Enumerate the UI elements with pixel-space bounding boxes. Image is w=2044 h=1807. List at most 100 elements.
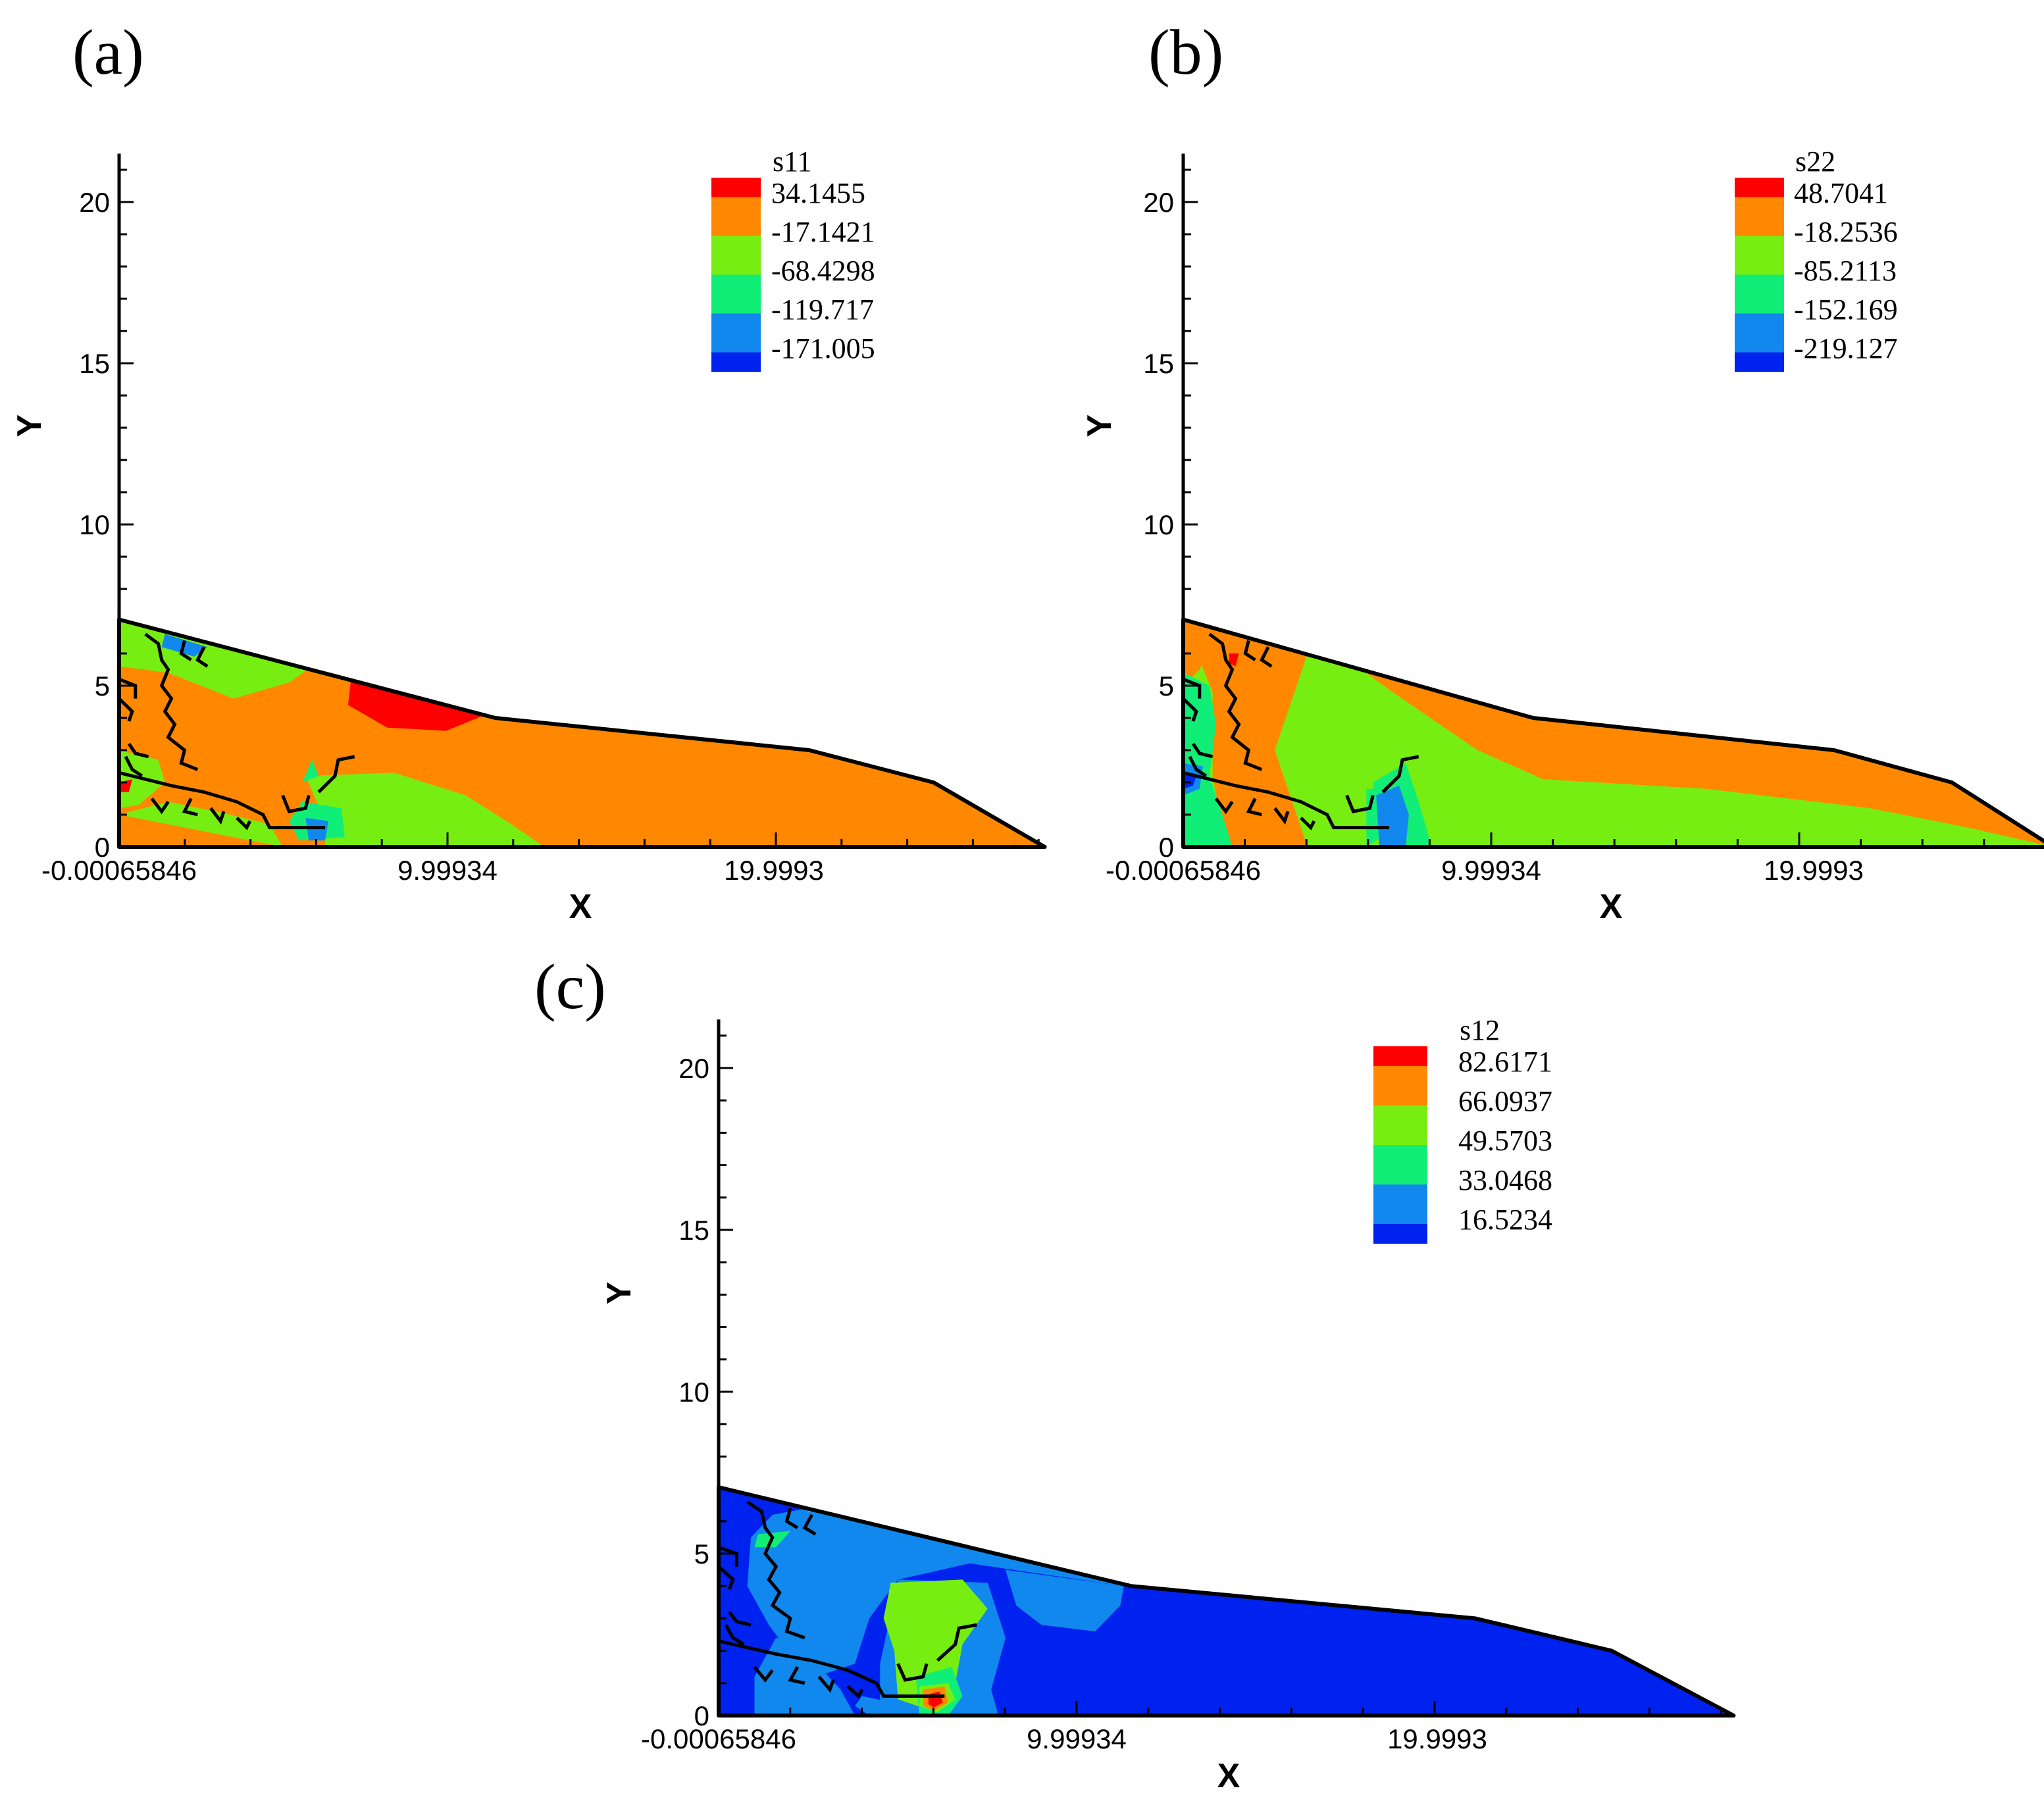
fracture-line bbox=[118, 697, 134, 722]
legend-swatch-blue bbox=[711, 352, 761, 372]
legend-value: 33.0468 bbox=[1458, 1164, 1552, 1196]
panel-label: (c) bbox=[534, 952, 606, 1023]
fracture-line bbox=[718, 1545, 738, 1567]
fracture-line bbox=[1214, 797, 1234, 815]
y-tick-label: 5 bbox=[95, 671, 110, 701]
panel-a: 0 5 10 15 20 -0.00065846 9.99934 19.9993 X Y (a) s1… bbox=[11, 17, 1047, 926]
contour-region-green bbox=[302, 759, 319, 782]
fracture-line bbox=[179, 640, 192, 661]
contour-region-lime bbox=[305, 773, 545, 847]
contour-region-azure bbox=[754, 1637, 856, 1716]
fracture-line bbox=[1260, 646, 1273, 668]
x-axis-title: X bbox=[1217, 1757, 1240, 1795]
y-tick-label: 0 bbox=[694, 1700, 709, 1731]
fracture-network bbox=[118, 632, 355, 830]
fracture-line bbox=[753, 1666, 774, 1683]
legend-value: 34.1455 bbox=[771, 177, 865, 209]
contour-region-lime bbox=[883, 1579, 988, 1710]
fracture-line bbox=[802, 1514, 817, 1536]
legend-title: s22 bbox=[1795, 145, 1835, 178]
fracture-line bbox=[1208, 632, 1263, 771]
fracture-line bbox=[784, 1508, 799, 1529]
contour-field bbox=[119, 619, 1045, 847]
contour-field bbox=[1183, 619, 2044, 847]
legend-value: -119.717 bbox=[771, 293, 874, 326]
legend-swatch-blue bbox=[1373, 1224, 1427, 1244]
fracture-line bbox=[182, 798, 198, 817]
legend-swatch-orange bbox=[1735, 197, 1784, 236]
fracture-line bbox=[281, 794, 311, 813]
contour-region-azure bbox=[1376, 785, 1409, 847]
y-tick-label: 15 bbox=[678, 1215, 709, 1246]
legend-title: s12 bbox=[1460, 1014, 1500, 1046]
y-tick-label: 15 bbox=[1143, 348, 1174, 379]
x-tick-label: 19.9993 bbox=[724, 855, 824, 886]
y-axis-title: Y bbox=[600, 1282, 638, 1305]
fracture-line bbox=[144, 632, 199, 771]
fracture-line bbox=[746, 1500, 805, 1640]
y-tick-label: 20 bbox=[79, 187, 110, 218]
legend-swatch-red bbox=[711, 178, 761, 197]
fracture-line bbox=[788, 1666, 805, 1685]
legend-value: -171.005 bbox=[771, 332, 875, 365]
legend-value: 48.7041 bbox=[1794, 177, 1888, 209]
fracture-line bbox=[1345, 794, 1375, 813]
x-tick-label: -0.00065846 bbox=[41, 855, 197, 886]
fracture-network bbox=[1182, 632, 1419, 830]
y-tick-label: 10 bbox=[678, 1377, 709, 1408]
legend-swatch-orange bbox=[711, 197, 761, 236]
fracture-line bbox=[1188, 755, 1208, 778]
fracture-line bbox=[1381, 755, 1419, 794]
fracture-line bbox=[118, 771, 326, 830]
fracture-line bbox=[817, 1675, 835, 1693]
y-tick-label: 5 bbox=[694, 1539, 709, 1569]
panel-label: (a) bbox=[72, 17, 144, 88]
x-tick-label: 9.99934 bbox=[397, 855, 498, 886]
contour-region-lime bbox=[119, 802, 283, 847]
y-axis-title: Y bbox=[1081, 415, 1119, 438]
legend-value: 82.6171 bbox=[1458, 1046, 1552, 1078]
y-tick-label: 0 bbox=[1159, 832, 1174, 863]
fracture-line bbox=[724, 1623, 745, 1646]
legend-value: -152.169 bbox=[1794, 293, 1898, 326]
y-tick-label: 0 bbox=[95, 832, 110, 863]
fracture-line bbox=[728, 1611, 752, 1627]
x-axis-title: X bbox=[569, 888, 592, 926]
y-tick-label: 20 bbox=[678, 1053, 709, 1084]
legend-value: 16.5234 bbox=[1458, 1204, 1552, 1236]
legend-value: -17.1421 bbox=[771, 216, 875, 248]
fracture-line bbox=[124, 755, 143, 778]
y-tick-label: 5 bbox=[1159, 671, 1174, 701]
y-axis-title: Y bbox=[11, 415, 49, 438]
legend-value: 49.5703 bbox=[1458, 1125, 1552, 1157]
fracture-line bbox=[236, 817, 252, 830]
contour-region-orange bbox=[1183, 619, 2044, 847]
fracture-line bbox=[896, 1663, 929, 1682]
panel-c: 0 5 10 15 20 -0.00065846 9.99934 19.9993 X Y (c) s1… bbox=[534, 952, 1736, 1795]
fracture-line bbox=[1273, 807, 1290, 825]
fracture-line bbox=[195, 646, 209, 668]
legend-value: -219.127 bbox=[1794, 332, 1898, 365]
legend-swatch-blue bbox=[1735, 352, 1784, 372]
legend-value: -18.2536 bbox=[1794, 216, 1898, 248]
x-tick-label: 9.99934 bbox=[1027, 1723, 1127, 1754]
y-tick-label: 15 bbox=[79, 348, 110, 379]
legend-value: 66.0937 bbox=[1458, 1085, 1552, 1117]
fracture-line bbox=[1183, 677, 1202, 699]
x-tick-label: 19.9993 bbox=[1764, 855, 1864, 886]
fracture-line bbox=[118, 677, 138, 699]
fracture-line bbox=[1300, 817, 1316, 830]
fracture-line bbox=[1183, 771, 1390, 830]
x-axis-title: X bbox=[1600, 888, 1623, 926]
legend-swatch-lime bbox=[711, 236, 761, 275]
x-tick-label: -0.00065846 bbox=[641, 1723, 796, 1754]
legend-swatch-green bbox=[1735, 274, 1784, 314]
panel-b: 0 5 10 15 20 -0.00065846 9.99934 19.9993 X Y (b) s2… bbox=[1081, 17, 2044, 926]
legend-value: -68.4298 bbox=[771, 255, 875, 287]
fracture-line bbox=[1182, 697, 1198, 722]
x-tick-label: 9.99934 bbox=[1441, 855, 1541, 886]
